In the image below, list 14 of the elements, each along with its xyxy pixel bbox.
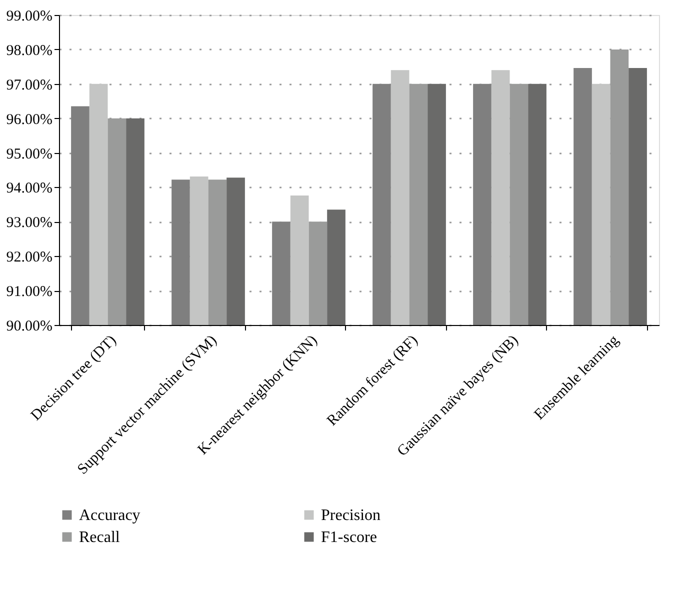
legend-label: Precision <box>321 507 381 524</box>
legend-label: F1-score <box>321 529 377 546</box>
legend-label: Accuracy <box>79 507 140 524</box>
legend-label: Recall <box>79 529 120 546</box>
y-tick-label: 99.00% <box>6 8 52 24</box>
y-tick-label: 96.00% <box>6 112 52 128</box>
y-tick-label: 95.00% <box>6 146 52 162</box>
y-tick-label: 90.00% <box>6 318 52 334</box>
y-tick-label: 98.00% <box>6 42 52 59</box>
y-tick-label: 92.00% <box>6 250 52 266</box>
y-tick-label: 93.00% <box>6 215 52 232</box>
y-tick-label: 97.00% <box>6 77 52 94</box>
y-tick-label: 94.00% <box>6 180 52 197</box>
y-tick-label: 91.00% <box>6 284 52 300</box>
